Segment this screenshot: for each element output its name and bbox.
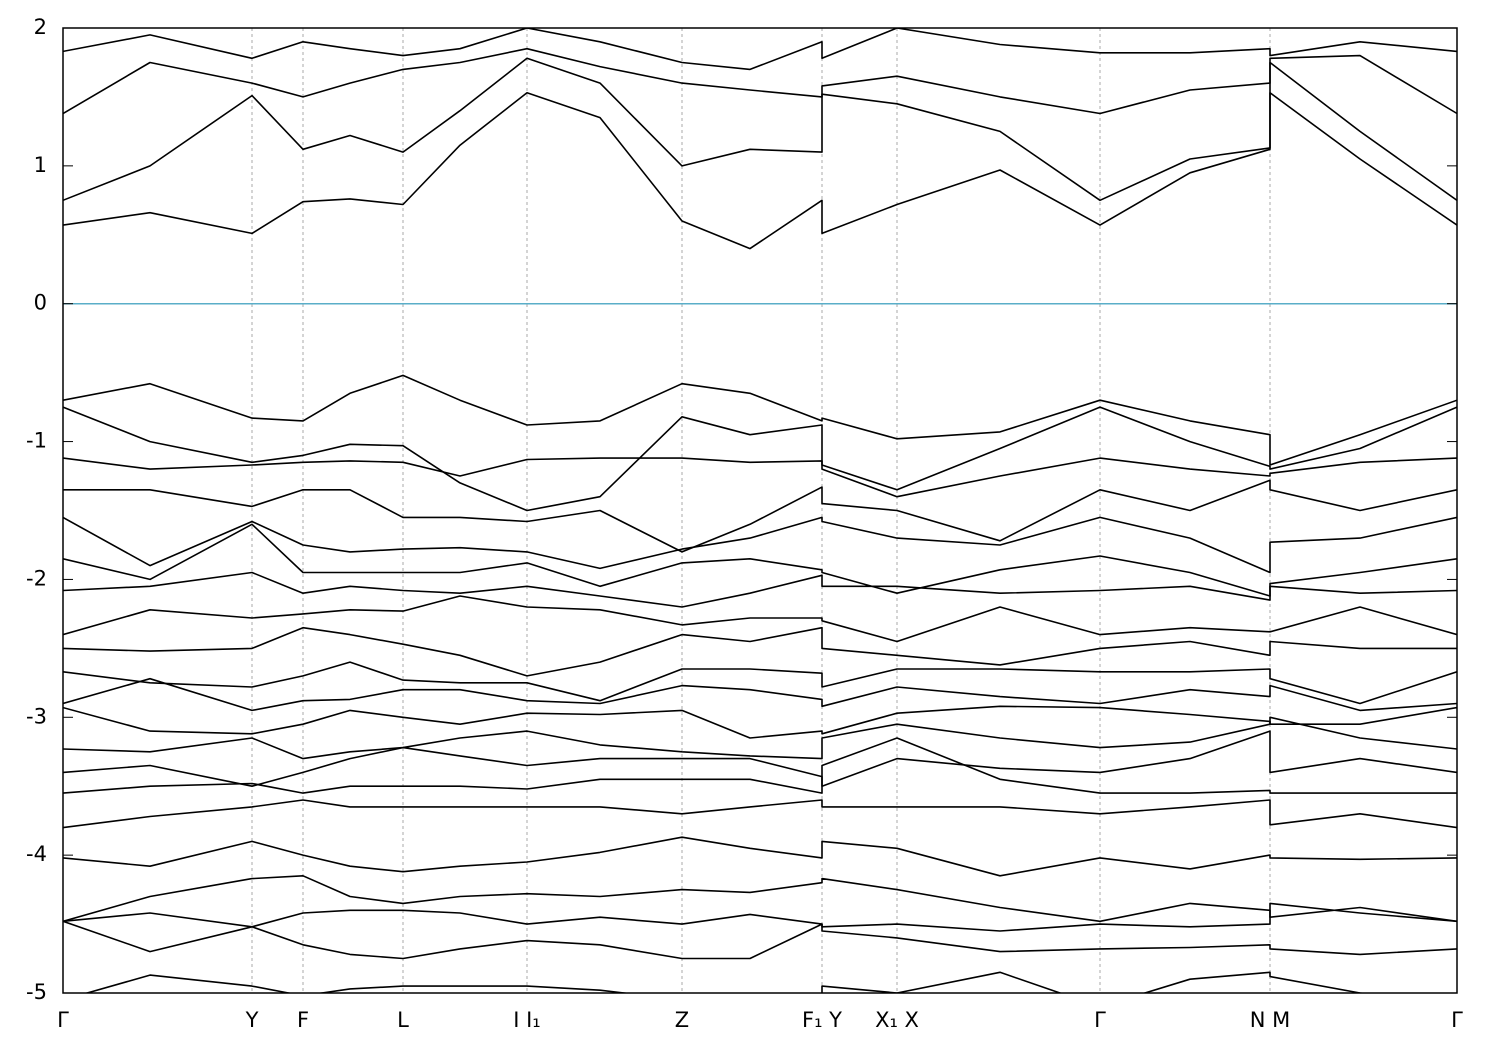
y-tick-label: -4 [26, 842, 47, 866]
grid [63, 28, 1457, 993]
band-line [63, 626, 1457, 677]
x-tick-label: Γ [1094, 1008, 1106, 1032]
band-line [63, 677, 1457, 712]
band-line [63, 705, 1457, 739]
band-line [63, 737, 1457, 794]
band-line [63, 571, 1457, 608]
x-tick-label: Z [675, 1008, 689, 1032]
band-line [63, 661, 1457, 705]
x-tick-label: F [297, 1008, 309, 1032]
y-tick-label: -2 [26, 566, 47, 590]
band-line [63, 374, 1457, 466]
band-line [63, 457, 1457, 498]
band-line [63, 28, 1457, 71]
band-line [63, 47, 1457, 115]
x-tick-label: Γ [1451, 1008, 1463, 1032]
band-line [63, 799, 1457, 829]
band-line [63, 902, 1457, 932]
x-tick-label: F₁ Y [802, 1008, 842, 1032]
band-line [63, 479, 1457, 553]
band-line [63, 730, 1457, 787]
band-line [63, 875, 1457, 923]
x-tick-label: X₁ X [875, 1008, 919, 1032]
band-line [63, 516, 1457, 574]
y-tick-label: -5 [26, 980, 47, 1004]
labels: 2 1 0 -1 -2 -3 -4 -5 Γ Y F L I I₁ Z F₁ Y X₁ X Γ N M Γ [26, 15, 1463, 1032]
y-tick-label: 2 [34, 15, 47, 39]
band-line [63, 920, 1457, 960]
band-line [63, 716, 1457, 760]
band-line [63, 406, 1457, 512]
band-line [84, 971, 1366, 993]
y-tick-label: -3 [26, 704, 47, 728]
x-tick-label: N M [1250, 1008, 1291, 1032]
band-line [63, 523, 1457, 597]
y-tick-label: -1 [26, 429, 47, 453]
x-tick-label: Y [245, 1008, 259, 1032]
band-line [63, 92, 1457, 250]
x-tick-label: I I₁ [513, 1008, 540, 1032]
bands [63, 28, 1457, 993]
band-line [63, 57, 1457, 202]
plot-frame [62, 27, 1458, 994]
y-tick-label: 1 [34, 153, 47, 177]
x-tick-label: Γ [57, 1008, 69, 1032]
band-line [63, 836, 1457, 877]
x-tick-label: L [397, 1008, 409, 1032]
y-tick-label: 0 [34, 291, 47, 315]
band-line [63, 595, 1457, 643]
